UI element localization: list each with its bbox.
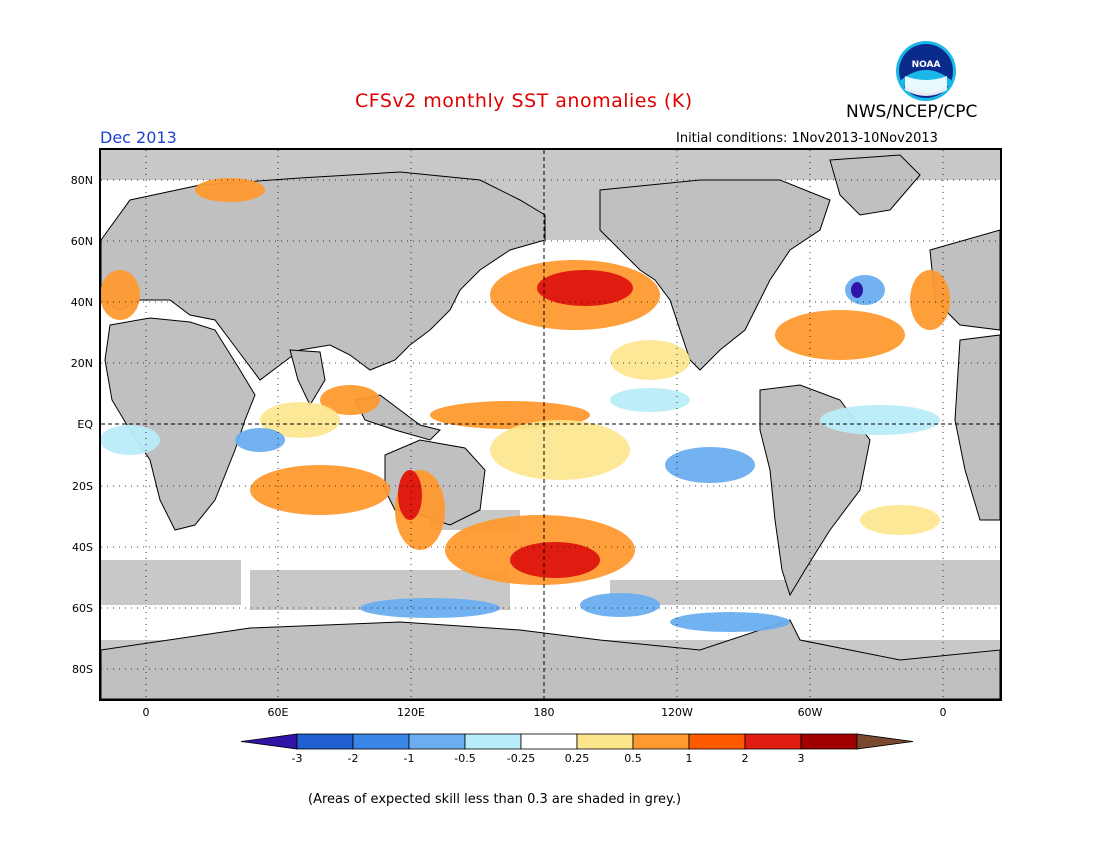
colorbar-swatch	[800, 733, 858, 750]
noaa-logo-text: NOAA	[912, 60, 941, 70]
lon-label: 120W	[661, 706, 693, 719]
colorbar-swatch	[744, 733, 802, 750]
colorbar-swatch	[408, 733, 466, 750]
equator-dateline	[101, 150, 1000, 699]
lat-label: 80S	[72, 663, 93, 676]
colorbar-label: -0.5	[454, 752, 475, 765]
lat-label: 40S	[72, 541, 93, 554]
colorbar-label: 1	[686, 752, 693, 765]
lon-label: 180	[534, 706, 555, 719]
weak-cool-anomalies	[100, 388, 940, 455]
lon-label: 0	[143, 706, 150, 719]
colorbar-high-arrow	[856, 733, 914, 750]
noaa-logo: NOAA	[896, 41, 956, 101]
lat-label: EQ	[77, 418, 93, 431]
colorbar-swatch	[632, 733, 690, 750]
cool-anomalies	[235, 275, 885, 632]
colorbar-swatch	[520, 733, 578, 750]
lon-label: 60E	[268, 706, 289, 719]
valid-month-label: Dec 2013	[100, 128, 177, 147]
lon-label: 120E	[397, 706, 425, 719]
colorbar-label: 2	[742, 752, 749, 765]
lat-label: 20S	[72, 480, 93, 493]
map-frame	[99, 148, 1002, 701]
colorbar-swatch	[576, 733, 634, 750]
colorbar-label: -0.25	[507, 752, 535, 765]
colorbar-label: 3	[798, 752, 805, 765]
colorbar-swatch	[688, 733, 746, 750]
initial-conditions-label: Initial conditions: 1Nov2013-10Nov2013	[676, 131, 938, 146]
lon-label: 0	[940, 706, 947, 719]
colorbar-label: -1	[404, 752, 415, 765]
chart-title: CFSv2 monthly SST anomalies (K)	[355, 90, 693, 112]
colorbar-swatch	[296, 733, 354, 750]
land-masses	[100, 154, 1001, 700]
colorbar-label: -2	[348, 752, 359, 765]
weak-warm-anomalies	[260, 340, 940, 535]
strong-cool-anomaly	[851, 282, 863, 298]
lat-label: 60S	[72, 602, 93, 615]
colorbar-label: 0.25	[565, 752, 590, 765]
agency-label: NWS/NCEP/CPC	[846, 102, 978, 122]
strong-warm-anomalies	[398, 270, 633, 578]
colorbar-swatch	[352, 733, 410, 750]
footnote: (Areas of expected skill less than 0.3 a…	[308, 792, 682, 807]
lon-label: 60W	[798, 706, 823, 719]
colorbar-label: -3	[292, 752, 303, 765]
colorbar-label: 0.5	[624, 752, 642, 765]
lat-label: 20N	[71, 357, 93, 370]
lat-label: 60N	[71, 235, 93, 248]
colorbar-low-arrow	[240, 733, 298, 750]
lat-label: 80N	[71, 174, 93, 187]
colorbar-swatch	[464, 733, 522, 750]
lat-label: 40N	[71, 296, 93, 309]
